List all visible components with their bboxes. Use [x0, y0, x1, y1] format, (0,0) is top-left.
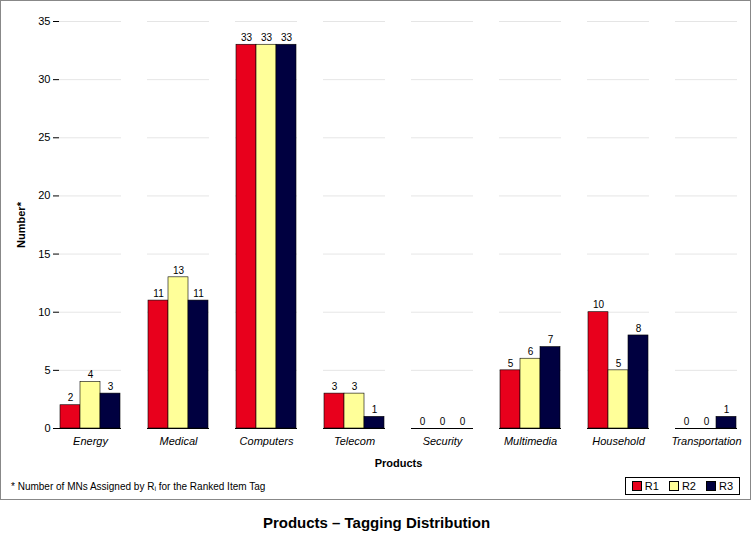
svg-text:15: 15: [38, 248, 50, 260]
svg-text:13: 13: [173, 265, 185, 276]
svg-text:8: 8: [636, 323, 642, 334]
svg-text:6: 6: [528, 346, 534, 357]
svg-text:1: 1: [724, 404, 730, 415]
svg-text:0: 0: [460, 416, 466, 427]
svg-text:35: 35: [38, 15, 50, 27]
svg-text:0: 0: [420, 416, 426, 427]
svg-text:5: 5: [616, 358, 622, 369]
svg-text:3: 3: [352, 381, 358, 392]
svg-text:10: 10: [38, 306, 50, 318]
svg-text:7: 7: [548, 334, 554, 345]
svg-text:25: 25: [38, 131, 50, 143]
html-text:R2: R2: [681, 480, 696, 492]
svg-text:11: 11: [153, 288, 164, 299]
svg-text:3: 3: [332, 381, 338, 392]
svg-text:0: 0: [44, 422, 50, 434]
svg-text:20: 20: [38, 189, 50, 201]
svg-text:10: 10: [593, 299, 605, 310]
html-text:Products – Tagging Distributio: Products – Tagging Distribution: [262, 514, 491, 531]
svg-text:2: 2: [68, 392, 74, 403]
svg-text:Transportation: Transportation: [671, 435, 741, 447]
html-text:R3: R3: [718, 480, 733, 492]
svg-text:0: 0: [440, 416, 446, 427]
svg-text:1: 1: [372, 404, 378, 415]
svg-text:0: 0: [704, 416, 710, 427]
svg-text:33: 33: [261, 32, 273, 43]
svg-text:Household: Household: [592, 435, 645, 447]
svg-text:5: 5: [508, 358, 514, 369]
svg-text:3: 3: [108, 381, 114, 392]
svg-text:4: 4: [88, 369, 94, 380]
svg-text:Security: Security: [423, 435, 464, 447]
svg-text:Telecom: Telecom: [334, 435, 375, 447]
svg-text:Number*: Number*: [15, 201, 27, 248]
svg-text:Computers: Computers: [240, 435, 294, 447]
svg-text:33: 33: [281, 32, 293, 43]
svg-text:30: 30: [38, 73, 50, 85]
svg-text:0: 0: [684, 416, 690, 427]
svg-text:33: 33: [241, 32, 253, 43]
svg-text:Medical: Medical: [160, 435, 198, 447]
html-text:* Number of MNs Assigned by Rᵢ: * Number of MNs Assigned by Rᵢ for the R…: [11, 480, 266, 492]
svg-text:11: 11: [193, 288, 204, 299]
html-text:R1: R1: [644, 480, 659, 492]
svg-text:5: 5: [44, 364, 50, 376]
svg-text:Products: Products: [375, 457, 423, 469]
svg-text:Energy: Energy: [73, 435, 109, 447]
svg-text:Multimedia: Multimedia: [504, 435, 557, 447]
